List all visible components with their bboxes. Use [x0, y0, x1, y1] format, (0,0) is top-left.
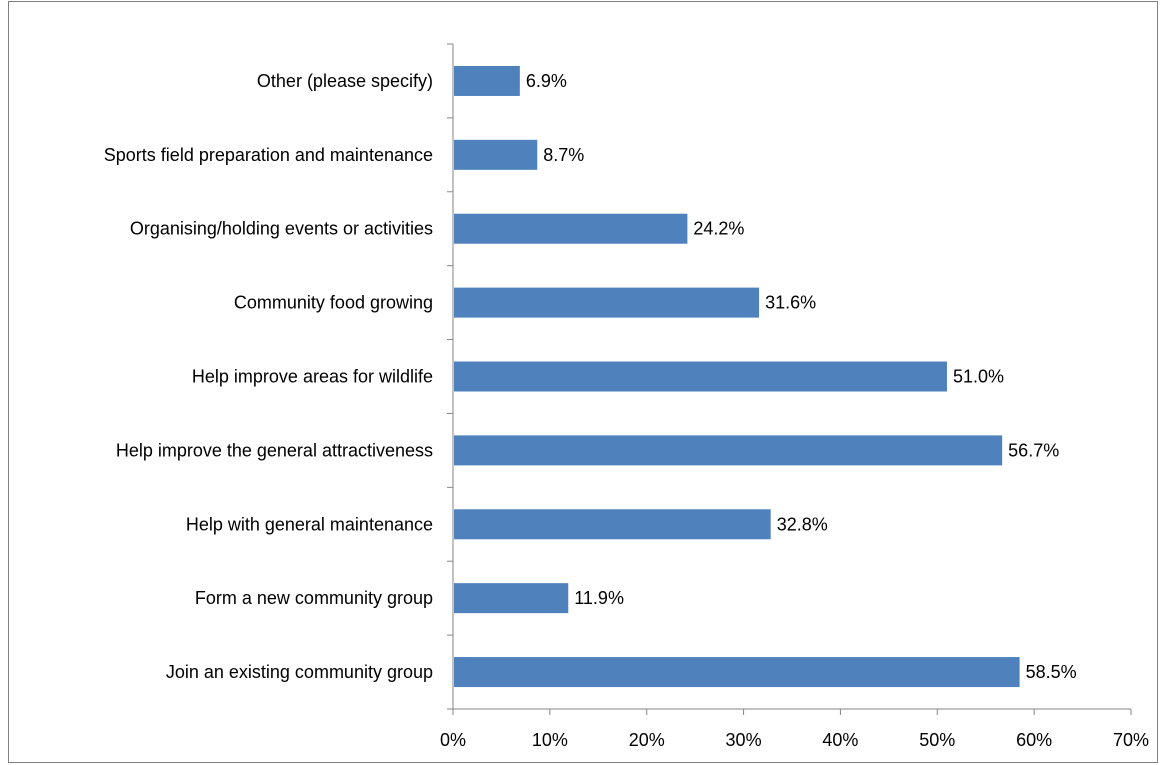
category-label: Community food growing	[234, 293, 433, 313]
bar	[454, 657, 1020, 688]
x-tick-label: 10%	[532, 730, 568, 750]
category-label: Organising/holding events or activities	[130, 219, 433, 239]
axes	[447, 43, 1132, 715]
category-label: Help improve areas for wildlife	[192, 367, 433, 387]
x-tick-label: 30%	[726, 730, 762, 750]
x-tick-label: 20%	[629, 730, 665, 750]
x-tick-label: 60%	[1016, 730, 1052, 750]
category-label: Other (please specify)	[257, 71, 433, 91]
bar	[454, 435, 1003, 466]
x-tick-label: 70%	[1113, 730, 1149, 750]
x-tick-label: 0%	[440, 730, 466, 750]
category-label: Join an existing community group	[166, 662, 433, 682]
data-label: 24.2%	[693, 219, 744, 239]
category-label: Help with general maintenance	[186, 514, 433, 534]
data-label: 56.7%	[1008, 440, 1059, 460]
data-label: 51.0%	[953, 367, 1004, 387]
data-label: 11.9%	[574, 588, 624, 608]
data-label: 8.7%	[543, 145, 584, 165]
category-label: Sports field preparation and maintenance	[104, 145, 433, 165]
labels: 0% 10% 20% 30% 40% 50% 60% 70% Other (please spe…	[104, 71, 1149, 750]
data-label: 32.8%	[777, 514, 828, 534]
bars	[454, 65, 1020, 688]
bar	[454, 213, 688, 244]
bar	[454, 287, 760, 318]
bar	[454, 139, 538, 170]
bar	[454, 65, 520, 96]
bar	[454, 509, 771, 540]
data-label: 58.5%	[1026, 662, 1077, 682]
category-label: Form a new community group	[195, 588, 433, 608]
data-label: 31.6%	[765, 293, 816, 313]
bar	[454, 583, 569, 614]
bar	[454, 361, 947, 392]
data-label: 6.9%	[526, 71, 567, 91]
x-tick-label: 50%	[919, 730, 955, 750]
x-tick-label: 40%	[822, 730, 858, 750]
category-label: Help improve the general attractiveness	[116, 440, 433, 460]
